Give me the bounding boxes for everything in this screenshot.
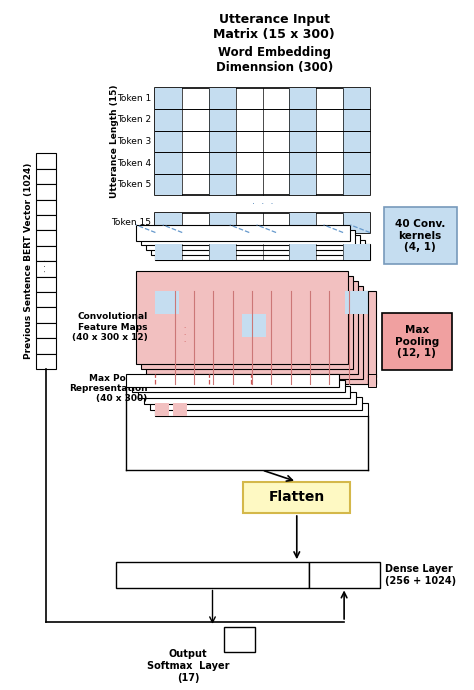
Bar (290, 244, 316, 260)
Bar (155, 88, 182, 195)
Text: Flatten: Flatten (269, 491, 325, 504)
Bar (36, 169, 56, 184)
Text: Utterance Length (15): Utterance Length (15) (110, 85, 119, 198)
Bar (243, 482, 350, 513)
Bar (136, 225, 350, 241)
Bar (343, 213, 370, 233)
Bar (36, 153, 56, 169)
Bar (155, 403, 169, 416)
Bar (36, 261, 56, 277)
Bar (368, 374, 376, 386)
Text: Token 1: Token 1 (117, 94, 152, 103)
Text: ·
·
·: · · · (183, 325, 185, 345)
Text: Word Embedding
Dimennsion (300): Word Embedding Dimennsion (300) (216, 46, 333, 75)
Bar (132, 380, 345, 393)
Bar (209, 244, 236, 260)
Bar (383, 207, 456, 264)
Bar (36, 338, 56, 353)
Text: Token 3: Token 3 (117, 137, 152, 146)
Text: Token 4: Token 4 (118, 159, 152, 168)
Text: Token 2: Token 2 (118, 115, 152, 124)
Bar (36, 307, 56, 323)
Bar (155, 290, 368, 384)
Bar (36, 199, 56, 215)
Bar (146, 235, 360, 250)
Bar (36, 246, 56, 261)
Bar (36, 230, 56, 246)
Bar (151, 286, 363, 379)
Bar (36, 292, 56, 307)
Text: Max Pooled
Representation
(40 x 300): Max Pooled Representation (40 x 300) (69, 374, 147, 404)
Text: Token 15: Token 15 (111, 218, 152, 227)
Bar (209, 88, 236, 195)
Bar (155, 213, 370, 233)
Bar (117, 562, 309, 588)
Bar (141, 230, 356, 246)
Bar (290, 88, 316, 195)
Bar (36, 184, 56, 199)
Bar (144, 391, 356, 404)
Bar (173, 403, 187, 416)
Text: Token 5: Token 5 (117, 180, 152, 189)
Bar (150, 397, 362, 410)
Bar (345, 290, 368, 314)
Bar (155, 403, 368, 416)
Bar (136, 271, 348, 364)
Text: Max
Pooling
(12, 1): Max Pooling (12, 1) (394, 325, 439, 358)
Bar (343, 88, 370, 195)
Text: Previous Sentence BERT Vector (1024): Previous Sentence BERT Vector (1024) (24, 163, 33, 359)
Bar (368, 290, 376, 384)
Text: Utterance Input
Matrix (15 x 300): Utterance Input Matrix (15 x 300) (213, 13, 335, 41)
Bar (224, 627, 255, 652)
Bar (141, 276, 353, 369)
Bar (146, 281, 358, 374)
Bar (138, 386, 350, 398)
Text: ·  ·  ·: · · · (252, 199, 273, 209)
Bar (36, 353, 56, 369)
Text: 40 Conv.
kernels
(4, 1): 40 Conv. kernels (4, 1) (395, 219, 445, 253)
Text: Output
Softmax  Layer
(17): Output Softmax Layer (17) (147, 649, 229, 682)
Bar (290, 213, 316, 233)
Bar (36, 277, 56, 292)
Bar (242, 314, 265, 337)
Bar (155, 244, 370, 260)
Bar (155, 244, 182, 260)
Bar (126, 374, 339, 386)
Text: Convolutional
Feature Maps
(40 x 300 x 12): Convolutional Feature Maps (40 x 300 x 1… (72, 313, 147, 342)
Bar (36, 215, 56, 230)
Bar (155, 213, 182, 233)
Bar (209, 213, 236, 233)
Bar (382, 313, 452, 370)
Bar (309, 562, 380, 588)
Bar (151, 239, 365, 255)
Bar (155, 88, 370, 195)
Text: Dense Layer
(256 + 1024): Dense Layer (256 + 1024) (385, 564, 456, 586)
Bar (343, 244, 370, 260)
Bar (155, 290, 179, 314)
Bar (36, 323, 56, 338)
Text: · · ·: · · · (42, 259, 51, 272)
